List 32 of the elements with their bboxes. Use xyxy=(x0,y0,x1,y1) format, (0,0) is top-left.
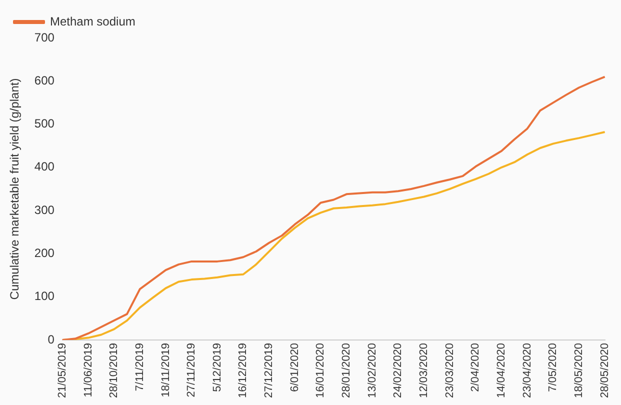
x-tick-label: 23/04/2020 xyxy=(521,342,534,398)
x-tick-label: 28/01/2020 xyxy=(340,342,353,398)
x-tick-label: 24/02/2020 xyxy=(392,342,404,398)
x-tick-label: 28/10/2019 xyxy=(108,342,120,398)
y-tick-label: 300 xyxy=(34,202,55,217)
x-tick-label: 6/01/2020 xyxy=(288,342,301,392)
y-tick-label: 0 xyxy=(48,332,55,346)
x-tick-label: 21/05/2019 xyxy=(56,342,68,398)
x-tick-label: 27/11/2019 xyxy=(186,342,198,398)
y-tick-label: 700 xyxy=(34,30,55,44)
x-tick-label: 18/05/2020 xyxy=(573,342,586,398)
y-tick-label: 600 xyxy=(34,73,55,88)
x-tick-label: 2/04/2020 xyxy=(470,342,482,392)
x-tick-label: 18/11/2019 xyxy=(160,342,172,398)
x-tick-label: 7/05/2020 xyxy=(547,342,560,392)
x-tick-label: 11/06/2019 xyxy=(82,342,94,398)
x-tick-label: 16/01/2020 xyxy=(314,342,327,398)
x-tick-label: 13/02/2020 xyxy=(366,342,378,398)
x-tick-label: 5/12/2019 xyxy=(211,342,224,392)
y-tick-label: 400 xyxy=(34,160,55,174)
y-tick-label: 100 xyxy=(34,289,55,304)
x-tick-label: 23/03/2020 xyxy=(444,342,456,398)
x-tick-label: 27/12/2019 xyxy=(263,342,276,398)
x-tick-label: 7/11/2019 xyxy=(134,342,146,392)
y-axis-title: Cumulative marketable fruit yield (g/plant) xyxy=(8,78,22,300)
y-tick-label: 500 xyxy=(34,116,55,131)
legend-label: Metham sodium xyxy=(50,14,136,28)
x-tick-label: 28/05/2020 xyxy=(598,342,611,398)
y-tick-label: 200 xyxy=(34,246,55,260)
x-tick-label: 12/03/2020 xyxy=(418,342,430,398)
x-tick-label: 16/12/2019 xyxy=(237,342,250,398)
x-tick-label: 14/04/2020 xyxy=(496,342,508,398)
